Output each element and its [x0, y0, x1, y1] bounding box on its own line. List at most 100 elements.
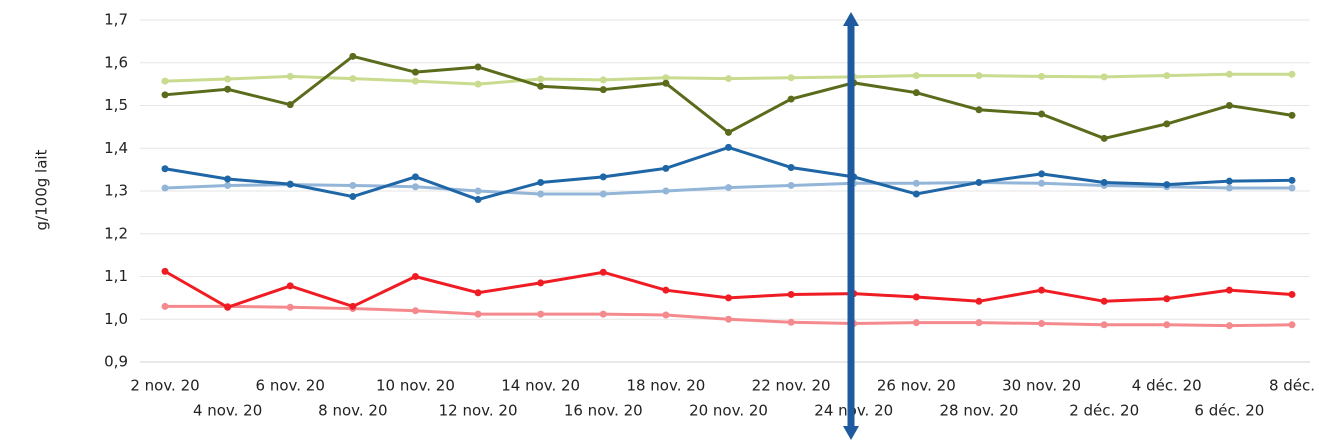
- data-point: [1163, 181, 1171, 189]
- data-point: [912, 319, 920, 327]
- series-line: [164, 145, 1293, 202]
- data-point: [1225, 322, 1233, 330]
- data-point: [474, 187, 482, 195]
- x-tick-label: 8 nov. 20: [318, 402, 387, 420]
- data-point: [161, 267, 169, 275]
- data-point: [1163, 321, 1171, 329]
- data-point: [599, 86, 607, 94]
- data-point: [725, 315, 732, 323]
- data-point: [474, 80, 482, 88]
- data-point: [1288, 321, 1296, 329]
- arrow-head: [843, 12, 859, 26]
- data-point: [1288, 176, 1296, 184]
- data-point: [912, 179, 920, 187]
- series-line: [164, 54, 1293, 140]
- data-point: [787, 181, 795, 189]
- y-tick-label: 1,7: [104, 11, 128, 29]
- data-point: [1100, 297, 1108, 305]
- data-point: [1038, 110, 1046, 118]
- data-point: [1038, 72, 1046, 80]
- data-point: [411, 183, 419, 191]
- data-point: [349, 193, 357, 201]
- x-tick-label: 18 nov. 20: [626, 377, 705, 395]
- data-point: [1100, 134, 1108, 142]
- data-point: [1225, 286, 1233, 294]
- data-point: [286, 303, 294, 311]
- data-point: [411, 307, 419, 315]
- data-point: [599, 310, 607, 318]
- data-point: [411, 68, 419, 76]
- x-tick-label: 30 nov. 20: [1002, 377, 1081, 395]
- data-point: [975, 106, 983, 114]
- y-tick-label: 1,0: [104, 310, 128, 328]
- data-point: [725, 143, 732, 151]
- data-point: [1225, 177, 1233, 185]
- data-point: [537, 310, 545, 318]
- data-point: [599, 190, 607, 198]
- data-point: [537, 178, 545, 186]
- data-point: [662, 286, 670, 294]
- y-tick-label: 1,5: [104, 96, 128, 114]
- data-point: [787, 74, 795, 82]
- data-point: [912, 190, 920, 198]
- x-tick-label: 28 nov. 20: [940, 402, 1019, 420]
- plot-area: 0,9 1,0 1,1 1,2 1,3 1,4 1,5 1,6 1,7 2 nov. 20 4 no…: [104, 11, 1315, 420]
- data-point: [787, 318, 795, 326]
- annotation-arrow: [843, 12, 859, 440]
- data-point: [912, 72, 920, 80]
- data-point: [474, 289, 482, 297]
- data-point: [975, 178, 983, 186]
- data-point: [1225, 184, 1233, 192]
- data-point: [411, 273, 419, 280]
- data-point: [725, 75, 732, 83]
- data-point: [1288, 111, 1296, 119]
- y-tick-label: 1,1: [104, 267, 128, 285]
- y-tick-label: 1,6: [104, 53, 128, 71]
- data-point: [349, 75, 357, 83]
- data-point: [1100, 321, 1108, 329]
- data-point: [224, 175, 232, 183]
- data-point: [411, 77, 419, 85]
- data-point: [537, 75, 545, 83]
- x-tick-label: 8 déc.: [1269, 377, 1315, 395]
- data-point: [599, 76, 607, 84]
- data-point: [975, 319, 983, 327]
- data-point: [599, 173, 607, 181]
- x-tick-label: 12 nov. 20: [439, 402, 518, 420]
- data-point: [1163, 120, 1171, 128]
- data-point: [474, 63, 482, 71]
- data-point: [349, 181, 357, 189]
- y-tick-label: 0,9: [104, 353, 128, 371]
- data-point: [537, 279, 545, 287]
- data-point: [662, 311, 670, 319]
- data-point: [474, 310, 482, 318]
- data-point: [912, 293, 920, 301]
- data-point: [725, 184, 732, 192]
- data-point: [787, 163, 795, 171]
- data-point: [224, 85, 232, 93]
- data-point: [161, 184, 169, 192]
- x-tick-label: 2 déc. 20: [1069, 402, 1139, 420]
- data-point: [599, 268, 607, 276]
- data-point: [224, 181, 232, 189]
- x-tick-label: 4 déc. 20: [1132, 377, 1202, 395]
- data-point: [161, 165, 169, 173]
- data-point: [349, 302, 357, 310]
- data-point: [1038, 170, 1046, 178]
- data-point: [161, 302, 169, 310]
- x-tick-label: 26 nov. 20: [877, 377, 956, 395]
- data-point: [537, 190, 545, 198]
- data-point: [224, 303, 232, 311]
- data-point: [725, 294, 732, 302]
- data-point: [1288, 184, 1296, 192]
- data-point: [1100, 73, 1108, 81]
- data-point: [411, 173, 419, 181]
- x-tick-label: 4 nov. 20: [193, 402, 262, 420]
- x-tick-label: 14 nov. 20: [501, 377, 580, 395]
- data-point: [1288, 70, 1296, 78]
- data-point: [787, 290, 795, 298]
- data-point: [1163, 295, 1171, 303]
- x-tick-label: 6 déc. 20: [1194, 402, 1264, 420]
- y-tick-label: 1,4: [104, 139, 128, 157]
